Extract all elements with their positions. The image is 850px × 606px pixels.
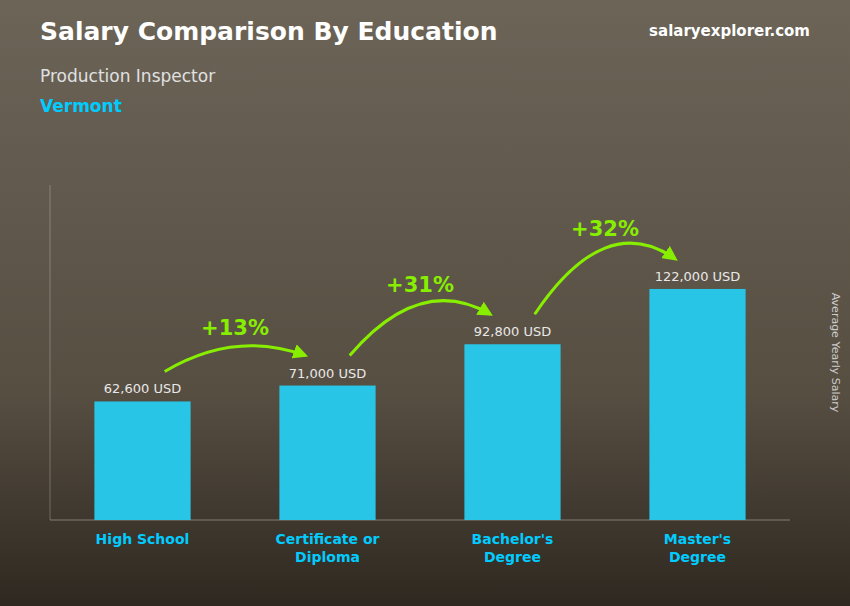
arrow — [535, 243, 676, 314]
bar — [464, 344, 560, 520]
x-tick-label-line: Diploma — [295, 549, 360, 565]
x-tick-label-line: Certificate or — [276, 531, 380, 547]
value-label: 122,000 USD — [655, 269, 741, 284]
x-tick-label-line: Master's — [664, 531, 731, 547]
pct-annotation: +32% — [571, 217, 639, 241]
source: salaryexplorer.com — [649, 22, 810, 40]
x-tick-label-line: High School — [96, 531, 190, 547]
bar — [279, 386, 375, 520]
x-tick-label: Bachelor's Degree — [472, 531, 554, 565]
x-tick-label: Certificate or Diploma — [276, 531, 380, 565]
pct-annotation: +31% — [386, 273, 454, 297]
arrow — [165, 346, 306, 372]
x-tick-label-line: Degree — [484, 549, 541, 565]
x-tick-label: Master's Degree — [664, 531, 731, 565]
x-tick-label-line: Degree — [669, 549, 726, 565]
title: Salary Comparison By Education — [40, 17, 497, 46]
bar — [649, 289, 745, 520]
subtitle: Production Inspector — [40, 66, 215, 86]
bar — [94, 401, 190, 520]
y-axis-line — [50, 185, 51, 520]
value-label: 62,600 USD — [104, 381, 181, 396]
pct-annotation: +13% — [201, 316, 269, 340]
arrow — [350, 301, 491, 356]
background — [0, 0, 850, 606]
location: Vermont — [40, 96, 122, 116]
x-tick-label-line: Bachelor's — [472, 531, 554, 547]
y-axis-label: Average Yearly Salary — [829, 293, 842, 413]
value-label: 92,800 USD — [474, 324, 551, 339]
x-tick-label: High School — [96, 531, 190, 547]
value-label: 71,000 USD — [289, 366, 366, 381]
